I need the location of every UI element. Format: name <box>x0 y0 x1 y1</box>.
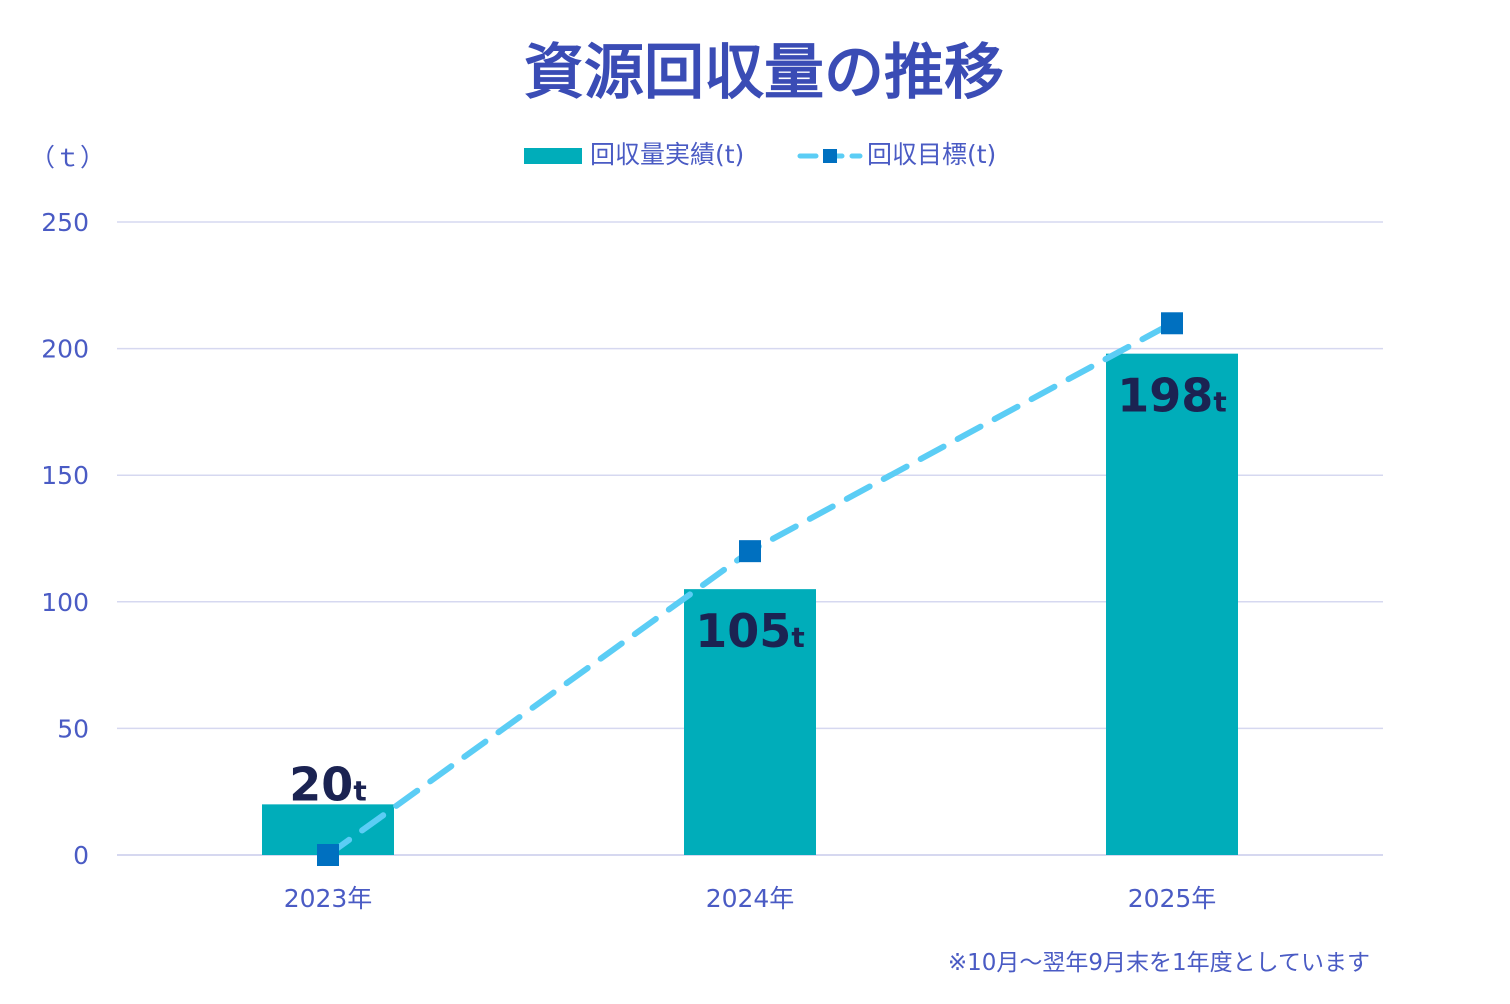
x-tick-label: 2023年 <box>284 884 373 913</box>
x-tick-label: 2024年 <box>706 884 795 913</box>
target-marker <box>739 540 761 563</box>
y-tick-label: 100 <box>41 588 89 617</box>
legend-marker-swatch <box>823 149 837 163</box>
target-marker <box>1161 312 1183 335</box>
y-tick-label: 150 <box>41 461 89 490</box>
y-tick-label: 50 <box>57 714 89 743</box>
y-tick-label: 250 <box>41 208 89 237</box>
bar <box>684 589 816 855</box>
y-axis-label: （ｔ） <box>30 143 105 172</box>
data-label: 105t <box>695 604 804 658</box>
legend: 回収量実績(t) 回収目標(t) <box>524 140 996 169</box>
y-tick-label: 200 <box>41 335 89 364</box>
data-label: 198t <box>1117 369 1226 423</box>
x-tick-label: 2025年 <box>1128 884 1217 913</box>
chart-title: 資源回収量の推移 <box>524 38 1004 108</box>
legend-label-target: 回収目標(t) <box>867 140 996 169</box>
footnote: ※10月～翌年9月末を1年度としています <box>948 950 1370 976</box>
y-tick-label: 0 <box>73 841 89 870</box>
legend-bar-swatch <box>524 148 582 164</box>
target-marker <box>317 844 339 866</box>
legend-label-actual: 回収量実績(t) <box>590 140 744 169</box>
bar <box>1106 353 1238 855</box>
data-label: 20t <box>289 757 366 811</box>
